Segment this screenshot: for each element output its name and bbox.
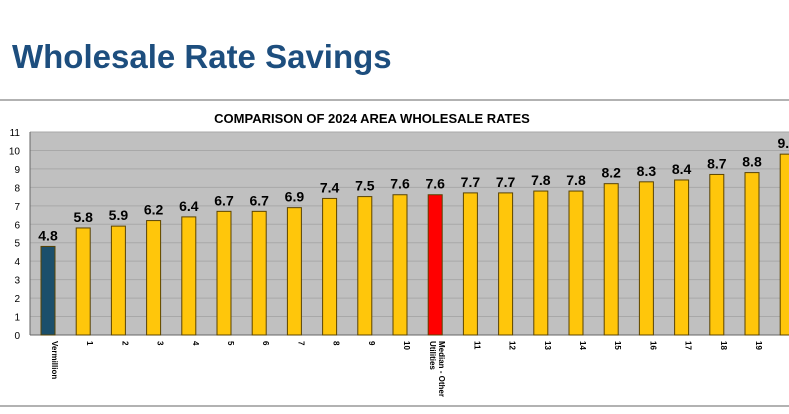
y-tick-label: 2 [14, 294, 20, 305]
bar [216, 210, 232, 336]
y-tick-label: 7 [14, 202, 20, 213]
data-label: 4.8 [38, 227, 58, 243]
data-label: 7.7 [461, 174, 481, 190]
data-label: 8.3 [637, 163, 657, 179]
bar [357, 196, 373, 336]
y-tick-label: 0 [14, 331, 20, 342]
x-tick-label: Median - Other [437, 341, 446, 397]
bar [674, 179, 690, 336]
y-tick-label: 3 [14, 276, 20, 287]
x-tick-label: 4 [191, 341, 200, 346]
x-tick-label: 2 [120, 341, 129, 346]
x-tick-label: 8 [332, 341, 341, 346]
data-label: 7.5 [355, 178, 375, 194]
data-label: 6.2 [144, 202, 164, 218]
bar [533, 190, 549, 336]
data-label: 7.6 [425, 176, 445, 192]
y-tick-label: 4 [14, 257, 20, 268]
data-label: 9.8 [777, 135, 789, 151]
bar [779, 153, 789, 336]
bar [638, 181, 654, 336]
x-tick-label: 15 [613, 341, 622, 350]
slide-title: Wholesale Rate Savings [12, 38, 392, 75]
data-label: 7.6 [390, 176, 410, 192]
bar [75, 227, 91, 336]
y-tick-label: 1 [14, 313, 20, 324]
data-label: 7.8 [566, 172, 586, 188]
x-tick-label: 7 [296, 341, 305, 346]
x-tick-label: 19 [754, 341, 763, 350]
y-tick-label: 6 [14, 220, 20, 231]
x-tick-label: 1 [85, 341, 94, 346]
data-label: 7.8 [531, 172, 551, 188]
x-tick-label: 16 [648, 341, 657, 350]
x-tick-label: 5 [226, 341, 235, 346]
x-tick-label: 9 [367, 341, 376, 346]
x-tick-label: 6 [261, 341, 270, 346]
bar [286, 207, 302, 336]
data-label: 7.4 [320, 179, 340, 195]
y-tick-label: 10 [9, 146, 21, 157]
data-label: 8.2 [601, 165, 621, 181]
x-tick-label: 13 [543, 341, 552, 350]
bar [110, 225, 126, 336]
bar [322, 197, 338, 336]
bar [251, 210, 267, 336]
data-label: 7.7 [496, 174, 516, 190]
data-label: 6.7 [214, 192, 234, 208]
bar [603, 183, 619, 336]
data-label: 6.7 [249, 192, 269, 208]
data-label: 6.4 [179, 198, 199, 214]
data-label: 6.9 [285, 189, 305, 205]
bar [498, 192, 514, 336]
x-tick-label: 17 [684, 341, 693, 350]
x-tick-label: 11 [472, 341, 481, 350]
bar [709, 173, 725, 336]
x-tick-label: 14 [578, 341, 587, 350]
bar [392, 194, 408, 336]
chart-title: COMPARISON OF 2024 AREA WHOLESALE RATES [214, 111, 530, 126]
data-label: 5.9 [109, 207, 129, 223]
y-tick-label: 5 [14, 239, 20, 250]
x-tick-label: Utilities [428, 341, 437, 370]
x-tick-label: 3 [156, 341, 165, 346]
data-label: 5.8 [73, 209, 93, 225]
bar [462, 192, 478, 336]
data-label: 8.8 [742, 154, 762, 170]
bar [568, 190, 584, 336]
bar [181, 216, 197, 336]
bar [427, 194, 443, 336]
bar [744, 172, 760, 336]
y-tick-label: 11 [10, 128, 21, 139]
x-tick-label: 10 [402, 341, 411, 350]
y-tick-label: 8 [14, 183, 20, 194]
data-label: 8.4 [672, 161, 692, 177]
x-tick-label: Vermillion [50, 341, 59, 379]
x-tick-label: 12 [508, 341, 517, 350]
bar [40, 245, 56, 336]
bar [146, 220, 162, 336]
data-label: 8.7 [707, 155, 727, 171]
y-tick-label: 9 [14, 165, 20, 176]
x-tick-label: 18 [719, 341, 728, 350]
